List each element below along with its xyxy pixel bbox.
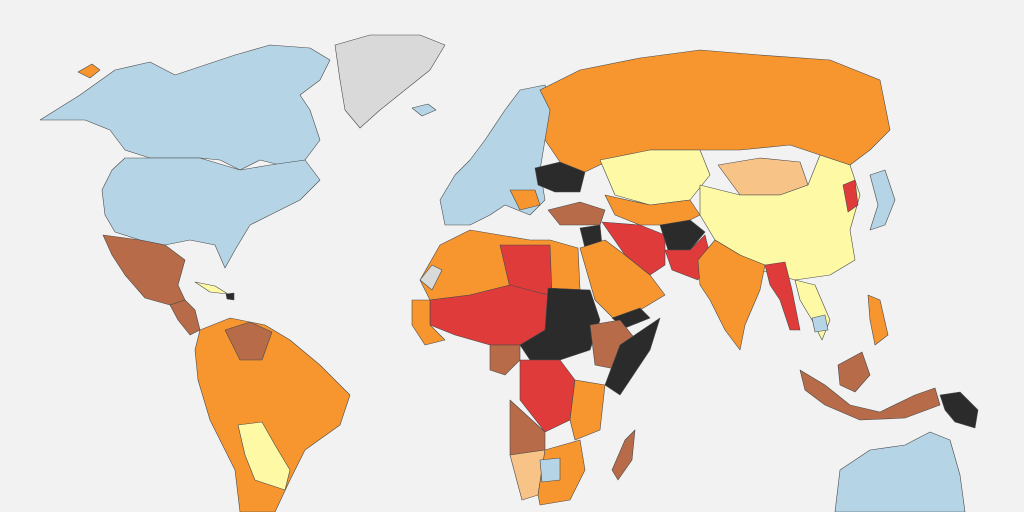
australia (834, 431, 966, 512)
iran (601, 221, 666, 276)
arabia (579, 239, 666, 321)
indonesia (799, 369, 941, 421)
turkey (547, 201, 606, 226)
haiti (225, 292, 235, 301)
balkans (509, 189, 541, 211)
cambodia (811, 314, 829, 333)
papua-new-guinea (939, 391, 979, 429)
somalia (604, 317, 661, 396)
botswana (539, 457, 561, 483)
west-africa-coast (411, 299, 446, 346)
greenland (334, 34, 446, 129)
east-africa (569, 379, 606, 441)
southern-africa (537, 439, 586, 506)
afghanistan (659, 219, 706, 251)
iceland (411, 103, 437, 117)
alaska-island (77, 63, 101, 79)
usa (101, 157, 321, 269)
borneo (837, 351, 871, 393)
north-korea (842, 179, 859, 213)
india (697, 239, 766, 351)
western-sahara (419, 264, 443, 291)
south-america (194, 317, 351, 512)
japan (869, 169, 896, 231)
bolivia (237, 421, 291, 491)
venezuela (224, 321, 273, 361)
madagascar (611, 429, 636, 481)
myanmar (764, 261, 801, 331)
central-africa (489, 344, 521, 376)
philippines (867, 294, 889, 346)
